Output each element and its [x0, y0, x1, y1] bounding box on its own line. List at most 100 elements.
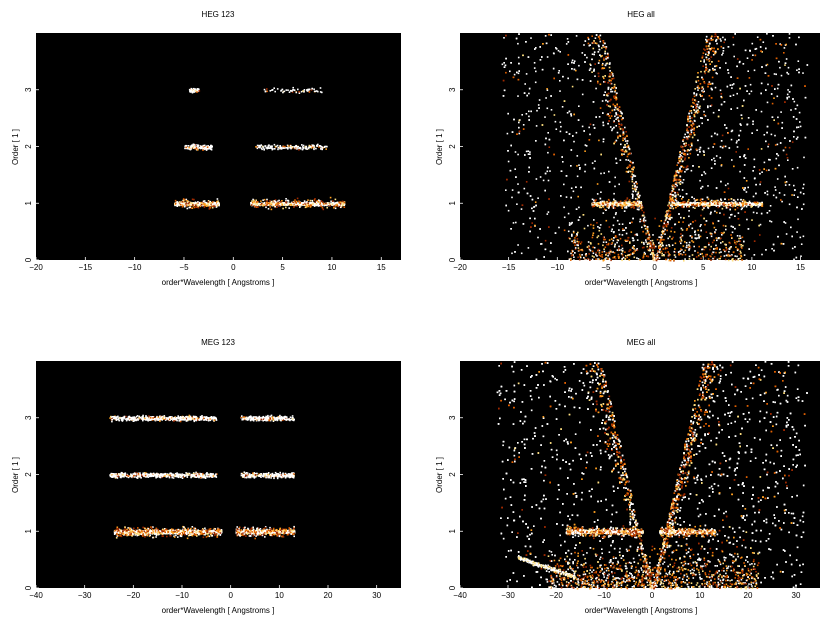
event-point [615, 98, 617, 101]
event-point [793, 100, 796, 103]
event-point [704, 255, 707, 258]
event-point [185, 198, 188, 201]
event-point [797, 196, 799, 198]
event-point [664, 251, 667, 254]
event-point [704, 259, 707, 262]
event-point [203, 144, 206, 147]
event-point [784, 62, 787, 64]
event-point [745, 191, 748, 193]
event-point [709, 248, 711, 251]
event-point [309, 201, 311, 204]
event-point [307, 202, 309, 204]
event-point [691, 254, 694, 256]
event-point [778, 192, 781, 194]
event-point [681, 160, 684, 163]
event-point [789, 140, 791, 142]
event-point [215, 204, 217, 207]
event-point [705, 35, 708, 38]
event-point [791, 141, 794, 143]
event-point [687, 168, 689, 170]
event-point [697, 76, 699, 78]
event-point [218, 202, 220, 204]
event-point [546, 170, 549, 173]
event-point [738, 134, 740, 137]
event-point [711, 47, 713, 49]
event-point [194, 90, 197, 92]
event-point [607, 92, 610, 95]
event-point [682, 166, 685, 169]
event-point [527, 247, 530, 249]
event-point [733, 165, 735, 168]
event-point [319, 145, 321, 147]
event-point [546, 56, 549, 58]
event-point [621, 234, 624, 236]
event-point [202, 144, 205, 147]
event-point [208, 205, 211, 207]
event-point [680, 170, 683, 173]
event-point [704, 49, 706, 51]
event-point [703, 70, 706, 73]
event-point [266, 90, 268, 93]
event-point [332, 202, 335, 205]
event-point [701, 252, 703, 255]
event-point [513, 118, 515, 121]
event-point [567, 41, 570, 43]
event-point [626, 142, 628, 145]
event-point [625, 227, 627, 229]
event-point [286, 147, 288, 149]
event-point [670, 191, 673, 194]
event-point [587, 36, 589, 39]
event-point [710, 37, 712, 40]
event-point [621, 250, 624, 253]
event-point [546, 213, 549, 215]
event-point [261, 148, 263, 151]
event-point [652, 255, 654, 258]
event-point [690, 105, 693, 107]
event-point [313, 199, 316, 201]
event-point [216, 202, 219, 205]
event-point [591, 236, 594, 239]
event-point [294, 202, 297, 205]
event-point [601, 256, 604, 258]
event-point [313, 144, 315, 147]
event-point [649, 241, 652, 243]
event-point [695, 104, 697, 107]
event-point [641, 241, 643, 244]
event-point [736, 77, 739, 79]
event-point [695, 93, 698, 95]
event-point [512, 76, 515, 79]
event-point [774, 134, 776, 137]
event-point [186, 207, 189, 210]
event-point [712, 67, 714, 70]
event-point [604, 42, 606, 45]
event-point [601, 47, 603, 49]
event-point [635, 181, 637, 183]
event-point [597, 62, 600, 64]
event-point [713, 143, 716, 145]
event-point [693, 127, 695, 130]
event-point [577, 219, 580, 221]
event-point [545, 137, 547, 140]
event-point [703, 61, 705, 63]
event-point [707, 258, 710, 260]
event-point [528, 110, 530, 113]
event-point [636, 239, 639, 241]
event-point [572, 241, 575, 244]
event-point [529, 195, 532, 197]
event-point [580, 186, 582, 189]
event-point [194, 202, 196, 205]
event-point [713, 256, 716, 258]
event-point [290, 204, 293, 206]
event-point [712, 50, 714, 52]
event-point [643, 221, 646, 224]
event-point [683, 143, 685, 145]
event-point [667, 258, 669, 261]
event-point [680, 242, 682, 245]
event-point [734, 241, 736, 244]
event-point [707, 147, 710, 150]
event-point [772, 243, 775, 246]
event-point [781, 121, 784, 124]
event-point [589, 133, 591, 136]
event-point [663, 222, 665, 225]
